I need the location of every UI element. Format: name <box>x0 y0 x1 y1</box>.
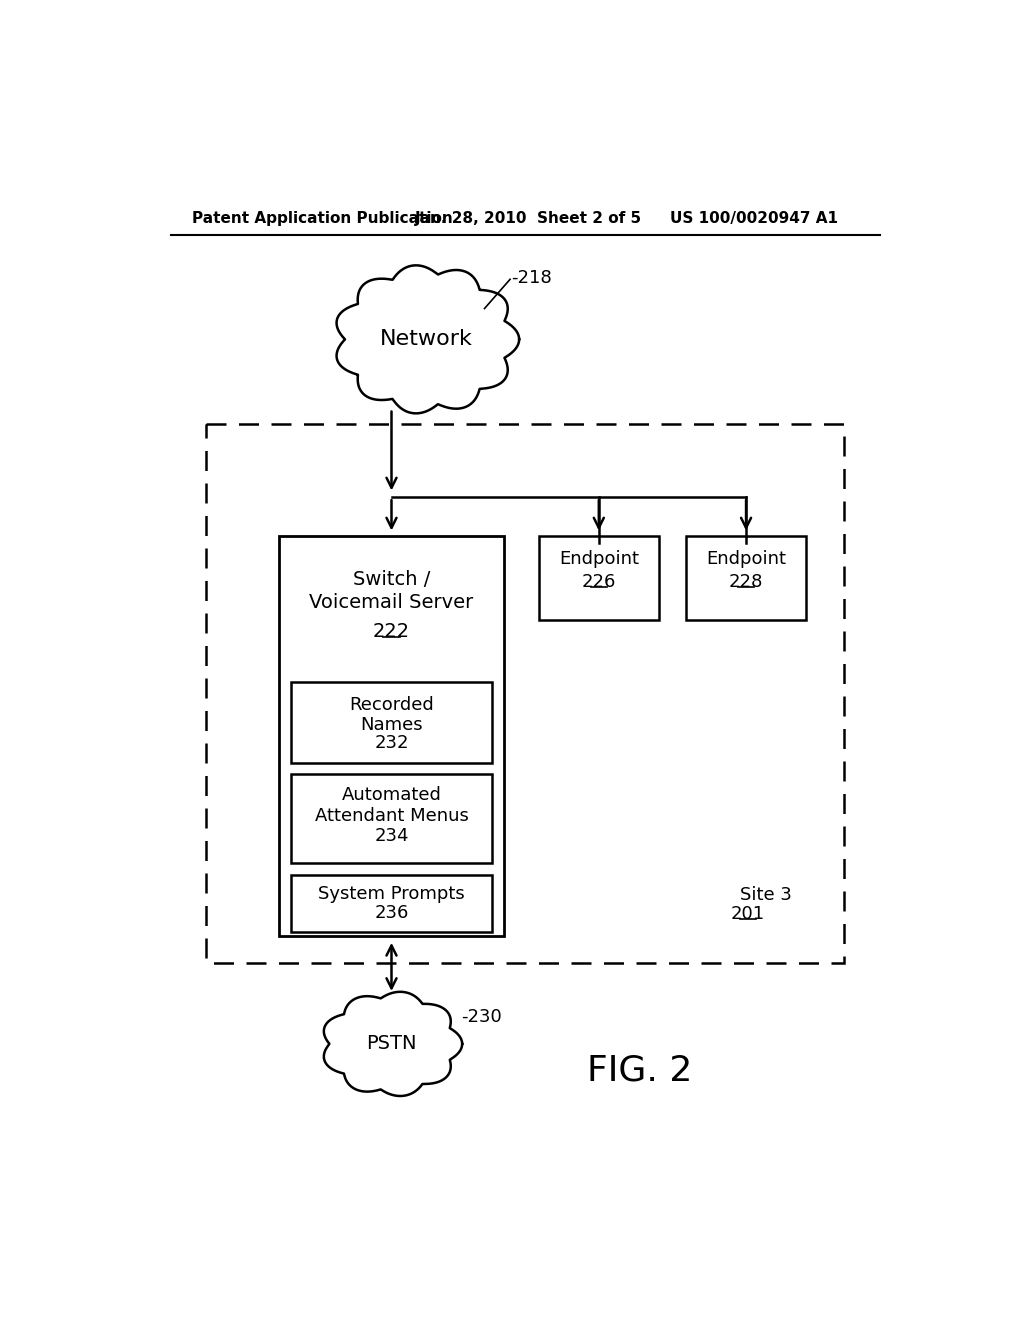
Text: 234: 234 <box>374 826 409 845</box>
Text: 222: 222 <box>373 622 410 642</box>
Bar <box>280 536 504 936</box>
Text: Patent Application Publication: Patent Application Publication <box>191 211 453 226</box>
Polygon shape <box>337 265 519 413</box>
Text: Automated: Automated <box>342 785 441 804</box>
Text: Jan. 28, 2010  Sheet 2 of 5: Jan. 28, 2010 Sheet 2 of 5 <box>415 211 642 226</box>
Text: Network: Network <box>380 330 473 350</box>
Text: 201: 201 <box>731 906 765 923</box>
Text: Voicemail Server: Voicemail Server <box>309 594 474 612</box>
Text: -218: -218 <box>512 269 552 286</box>
Text: -230: -230 <box>461 1008 502 1026</box>
Text: FIG. 2: FIG. 2 <box>587 1053 692 1088</box>
Text: Endpoint: Endpoint <box>559 549 639 568</box>
Text: PSTN: PSTN <box>367 1035 417 1053</box>
Text: 232: 232 <box>374 734 409 752</box>
Text: Recorded: Recorded <box>349 696 434 714</box>
Text: Attendant Menus: Attendant Menus <box>314 807 468 825</box>
Bar <box>686 536 806 620</box>
Polygon shape <box>324 991 462 1096</box>
Bar <box>291 682 493 763</box>
Bar <box>206 424 844 964</box>
Text: Switch /: Switch / <box>353 570 430 589</box>
Text: Endpoint: Endpoint <box>707 549 786 568</box>
Bar <box>291 775 493 863</box>
Text: Site 3: Site 3 <box>740 886 793 904</box>
Text: 236: 236 <box>375 904 409 921</box>
Text: Names: Names <box>360 715 423 734</box>
Text: 228: 228 <box>729 573 763 590</box>
Bar <box>539 536 658 620</box>
Text: 226: 226 <box>582 573 616 590</box>
Text: US 100/0020947 A1: US 100/0020947 A1 <box>671 211 839 226</box>
Bar <box>291 874 493 932</box>
Text: System Prompts: System Prompts <box>318 884 465 903</box>
